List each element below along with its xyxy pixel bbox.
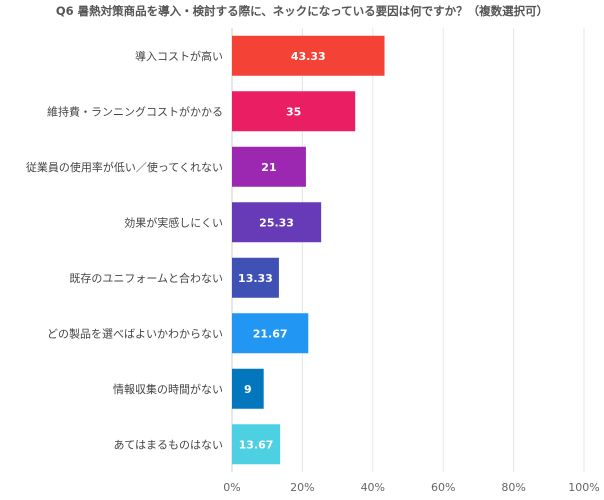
bar bbox=[232, 35, 385, 76]
bar bbox=[232, 368, 264, 409]
bar bbox=[232, 91, 356, 132]
category-label: 維持費・ランニングコストがかかる bbox=[47, 104, 223, 118]
value-label: 43.33 bbox=[291, 50, 326, 63]
x-tick-label: 40% bbox=[361, 481, 385, 494]
x-axis-tick-labels: 0% 20% 40% 60% 80% 100% bbox=[223, 481, 599, 494]
value-label: 21.67 bbox=[253, 327, 288, 340]
x-tick-label: 0% bbox=[223, 481, 240, 494]
bar bbox=[232, 257, 279, 298]
category-labels: 導入コストが高い維持費・ランニングコストがかかる従業員の使用率が低い／使ってくれ… bbox=[26, 49, 223, 452]
value-label: 25.33 bbox=[259, 216, 294, 229]
x-tick-label: 60% bbox=[431, 481, 455, 494]
value-label: 9 bbox=[244, 383, 252, 396]
bar bbox=[232, 313, 309, 354]
value-label: 21 bbox=[261, 161, 276, 174]
chart-title: Q6 暑熱対策商品を導入・検討する際に、ネックになっている要因は何ですか？（複数… bbox=[56, 4, 548, 18]
category-label: 既存のユニフォームと合わない bbox=[69, 271, 223, 285]
bar bbox=[232, 424, 281, 465]
category-label: 効果が実感しにくい bbox=[124, 215, 223, 229]
category-label: あてはまるものはない bbox=[113, 438, 223, 451]
value-label: 13.33 bbox=[238, 272, 273, 285]
bars bbox=[232, 35, 385, 465]
bar bbox=[232, 202, 322, 243]
value-label: 35 bbox=[286, 105, 301, 118]
x-tick-label: 80% bbox=[501, 481, 525, 494]
category-label: 情報収集の時間がない bbox=[113, 382, 223, 396]
category-label: 従業員の使用率が低い／使ってくれない bbox=[26, 160, 223, 174]
category-label: どの製品を選べばよいかわからない bbox=[47, 326, 223, 340]
value-labels: 43.33 35 21 25.33 13.33 21.67 9 13.67 bbox=[238, 50, 326, 452]
bar bbox=[232, 146, 306, 187]
value-label: 13.67 bbox=[239, 438, 274, 451]
x-tick-label: 20% bbox=[290, 481, 314, 494]
x-tick-label: 100% bbox=[568, 481, 599, 494]
category-label: 導入コストが高い bbox=[135, 49, 223, 63]
